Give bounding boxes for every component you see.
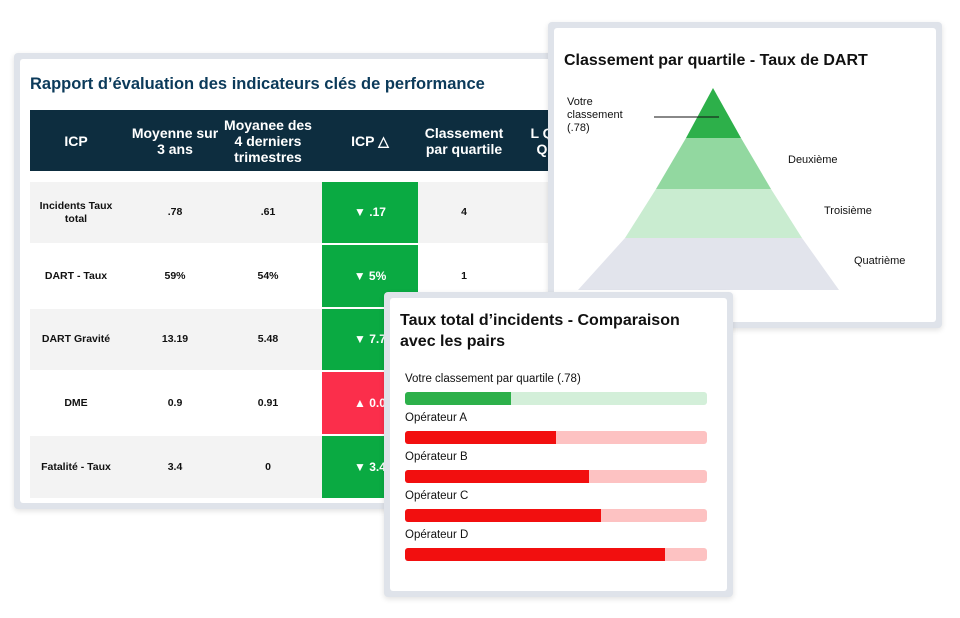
bar-label: Votre classement par quartile (.78) <box>405 373 581 385</box>
bar-label: Opérateur A <box>405 412 468 424</box>
row-4q-average: 54% <box>257 269 279 282</box>
bar-fill <box>405 509 602 522</box>
kpi-report-panel: Rapport d’évaluation des indicateurs clé… <box>20 59 556 503</box>
tier-label-fourth: Quatrième <box>854 255 906 267</box>
row-kpi-name: DME <box>64 396 88 409</box>
bar-fill <box>405 548 665 561</box>
row-icp-delta: ▼ .17 <box>322 182 418 243</box>
bar-track <box>405 509 707 522</box>
row-kpi-name: DART - Taux <box>44 269 108 282</box>
table-row: Incidents Taux total .78 .61 ▼ .17 4 <box>30 182 556 243</box>
bar-label: Opérateur C <box>405 490 469 502</box>
row-4q-average: .61 <box>260 206 276 218</box>
tier-label-second: Deuxième <box>788 154 838 166</box>
bar-label: Opérateur D <box>405 529 469 541</box>
quartile-pyramid-card: Classement par quartile - Taux de DART V… <box>548 22 942 328</box>
pyramid-tier-third <box>625 189 802 238</box>
column-header-3y-average: Moyenne sur 3 ans <box>131 124 219 157</box>
row-4q-average: 0.91 <box>257 396 279 409</box>
column-header-icp-delta: ICP △ <box>351 132 389 149</box>
row-3y-average: .78 <box>167 206 183 218</box>
row-3y-average: 59% <box>164 269 186 282</box>
pyramid-tier-fourth <box>578 238 839 290</box>
bar-track <box>405 548 707 561</box>
row-kpi-name: Fatalité - Taux <box>41 460 111 473</box>
row-quartile: 1 <box>461 269 467 282</box>
row-kpi-name: DART Gravité <box>41 333 111 345</box>
row-4q-average: 0 <box>265 460 271 473</box>
bar-fill <box>405 431 556 444</box>
row-3y-average: 13.19 <box>161 333 189 345</box>
row-3y-average: 0.9 <box>167 396 183 409</box>
bar-label: Opérateur B <box>405 451 468 463</box>
table-row: DART - Taux 59% 54% ▼ 5% 1 <box>30 245 556 307</box>
column-header-4q-average: Moyanee des 4 derniers trimestres <box>224 116 312 165</box>
kpi-report-card: Rapport d’évaluation des indicateurs clé… <box>14 53 562 509</box>
tier-label-third: Troisième <box>824 205 872 217</box>
report-title: Rapport d’évaluation des indicateurs clé… <box>30 75 485 93</box>
bar-track <box>405 470 707 483</box>
pyramid-title: Classement par quartile - Taux de DART <box>564 52 868 69</box>
bar-fill <box>405 470 590 483</box>
row-quartile: 4 <box>461 206 467 218</box>
column-header-icp: ICP <box>64 132 88 149</box>
quartile-pyramid-panel: Classement par quartile - Taux de DART V… <box>554 28 936 322</box>
peer-comparison-panel: Taux total d’incidents - Comparaison ave… <box>390 298 727 591</box>
quartile-pyramid <box>578 88 839 290</box>
kpi-table-header: ICP Moyenne sur 3 ans Moyanee des 4 dern… <box>30 110 556 171</box>
bar-track <box>405 392 707 405</box>
peer-comparison-card: Taux total d’incidents - Comparaison ave… <box>384 292 733 597</box>
bar-track <box>405 431 707 444</box>
row-kpi-name: Incidents Taux total <box>39 199 113 225</box>
pyramid-tier-second <box>656 138 771 189</box>
peer-comparison-title: Taux total d’incidents - Comparaison ave… <box>400 312 680 350</box>
column-header-truncated: L Q Q <box>530 124 554 157</box>
row-4q-average: 5.48 <box>257 333 279 345</box>
pyramid-tier-top <box>686 88 741 138</box>
column-header-quartile: Classement par quartile <box>424 124 504 157</box>
bar-fill <box>405 392 511 405</box>
row-3y-average: 3.4 <box>167 460 183 473</box>
your-rank-label: Votre classement (.78) <box>567 96 623 134</box>
